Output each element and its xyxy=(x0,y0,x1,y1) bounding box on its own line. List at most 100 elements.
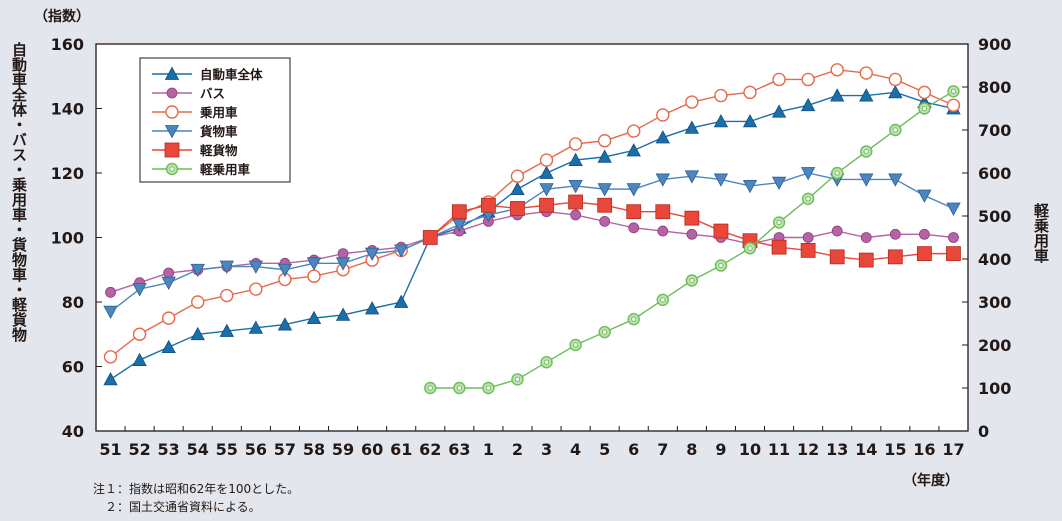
y-axis-title-left: 自動車全体・バス・乗用車・貨物車・軽貨物 xyxy=(10,42,28,342)
x-tick-label: 58 xyxy=(303,440,325,459)
x-tick-label: 2 xyxy=(512,440,523,459)
point-passenger-car xyxy=(539,153,554,167)
point-passenger-car xyxy=(191,295,205,309)
point-truck xyxy=(277,263,293,278)
legend-marker-all-vehicles xyxy=(164,66,180,80)
x-tick-label: 8 xyxy=(686,440,697,459)
y-left-tick-label: 40 xyxy=(62,422,84,441)
point-bus xyxy=(802,232,814,243)
point-passenger-car xyxy=(830,63,844,77)
x-tick-label: 3 xyxy=(541,440,552,459)
point-light-truck xyxy=(539,197,554,213)
x-tick-label: 10 xyxy=(739,440,761,459)
point-truck xyxy=(306,257,322,271)
point-light-passenger-car-inner xyxy=(427,385,433,391)
point-light-passenger-car-inner xyxy=(892,127,899,133)
y-left-tick-label: 80 xyxy=(62,293,84,312)
point-all-vehicles xyxy=(830,88,845,102)
point-light-passenger-car-inner xyxy=(601,329,608,335)
x-tick-label: 11 xyxy=(768,440,790,459)
y-left-tick-label: 140 xyxy=(51,100,84,119)
point-light-passenger-car-inner xyxy=(660,297,666,303)
y-unit-label: （指数） xyxy=(34,9,90,25)
point-all-vehicles xyxy=(626,143,641,157)
legend-marker-bus xyxy=(166,87,178,99)
point-passenger-car xyxy=(249,282,263,296)
point-passenger-car xyxy=(859,66,873,80)
point-truck xyxy=(742,179,758,194)
point-passenger-car xyxy=(307,269,321,283)
x-tick-label: 7 xyxy=(657,440,668,459)
point-all-vehicles xyxy=(597,149,612,163)
y-right-tick-label: 200 xyxy=(978,336,1011,355)
point-passenger-car xyxy=(801,72,815,87)
y-right-tick-label: 700 xyxy=(978,121,1011,140)
y-right-tick-label: 300 xyxy=(978,293,1011,312)
x-tick-label: 51 xyxy=(99,440,121,459)
point-truck xyxy=(626,183,641,197)
point-passenger-car xyxy=(714,88,728,103)
point-light-passenger-car-inner xyxy=(718,262,724,269)
point-light-truck xyxy=(713,223,729,239)
point-all-vehicles xyxy=(888,85,903,99)
x-tick-label: 62 xyxy=(419,440,441,459)
point-truck xyxy=(684,170,700,184)
y-left-tick-label: 60 xyxy=(62,358,84,377)
point-all-vehicles xyxy=(510,181,525,196)
point-light-passenger-car-inner xyxy=(747,245,753,251)
legend-marker-light-truck xyxy=(164,142,180,158)
x-tick-label: 59 xyxy=(332,440,354,459)
x-tick-label: 13 xyxy=(826,440,848,459)
point-light-passenger-car-inner xyxy=(776,219,782,226)
point-truck xyxy=(364,247,380,261)
point-passenger-car xyxy=(627,124,641,138)
point-all-vehicles xyxy=(190,326,205,341)
y-right-tick-label: 800 xyxy=(978,78,1011,97)
point-all-vehicles xyxy=(859,88,874,102)
point-light-passenger-car-inner xyxy=(834,170,840,176)
point-light-passenger-car-inner xyxy=(689,277,695,284)
legend-label-light-truck: 軽貨物 xyxy=(200,143,238,158)
legend xyxy=(139,57,291,183)
y-left-tick-label: 120 xyxy=(51,164,84,183)
point-all-vehicles xyxy=(248,320,264,334)
point-truck xyxy=(800,167,816,181)
x-tick-label: 61 xyxy=(390,440,412,459)
y-right-tick-label: 0 xyxy=(978,422,989,441)
point-bus xyxy=(831,225,843,237)
y-right-tick-label: 500 xyxy=(978,207,1011,226)
point-truck xyxy=(597,183,612,197)
x-tick-label: 57 xyxy=(274,440,296,459)
point-truck xyxy=(161,276,176,290)
point-truck xyxy=(452,218,467,232)
point-truck xyxy=(248,260,264,274)
point-bus xyxy=(889,228,901,240)
point-bus xyxy=(628,222,640,234)
x-tick-label: 56 xyxy=(245,440,267,459)
point-all-vehicles xyxy=(713,114,729,128)
point-truck xyxy=(103,305,118,320)
x-tick-label: 63 xyxy=(448,440,470,459)
point-truck xyxy=(917,189,932,203)
legend-marker-light-passenger-car-inner xyxy=(169,166,175,172)
series-line-truck xyxy=(110,172,954,313)
legend-label-truck: 貨物車 xyxy=(200,124,238,139)
x-tick-label: 5 xyxy=(599,440,610,459)
x-unit-label: （年度） xyxy=(903,473,959,489)
x-tick-label: 54 xyxy=(187,440,209,459)
legend-label-all-vehicles: 自動車全体 xyxy=(200,67,263,82)
point-light-truck xyxy=(800,242,816,258)
point-passenger-car xyxy=(161,311,176,325)
legend-label-light-passenger-car: 軽乗用車 xyxy=(200,162,251,177)
x-tick-label: 60 xyxy=(361,440,383,459)
point-passenger-car xyxy=(568,137,583,151)
x-tick-label: 16 xyxy=(913,440,935,459)
point-passenger-car xyxy=(510,169,525,183)
x-tick-label: 17 xyxy=(942,440,964,459)
point-truck xyxy=(190,263,205,278)
point-passenger-car xyxy=(772,72,786,87)
point-light-truck xyxy=(917,246,932,262)
point-bus xyxy=(570,209,581,221)
point-passenger-car xyxy=(888,72,903,87)
